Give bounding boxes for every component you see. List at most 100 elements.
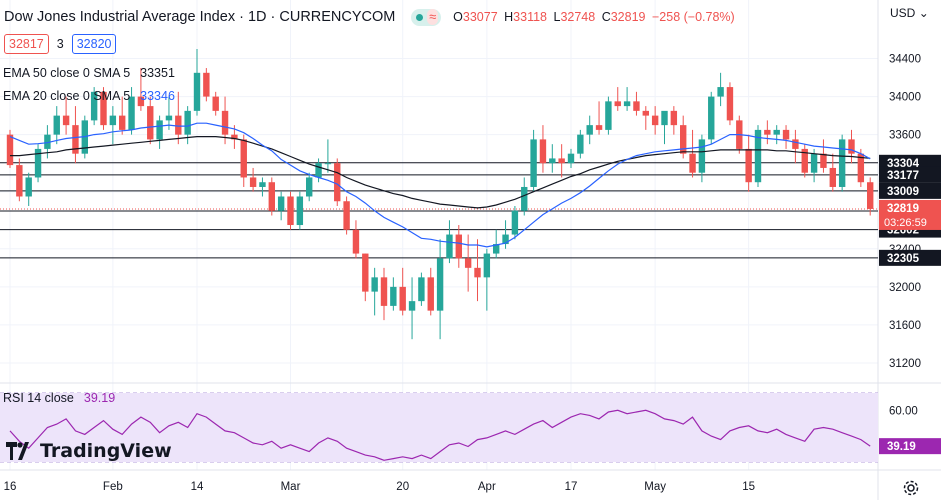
candle-body [820, 153, 827, 168]
candle-body [764, 129, 771, 135]
candle-body [455, 234, 462, 259]
candle-body [605, 101, 612, 130]
candle-body [567, 153, 575, 164]
candle-body [62, 115, 70, 126]
candle-body [343, 201, 350, 230]
time-axis[interactable]: 16 Feb 14 Mar 20 Apr 17 May 15 [4, 481, 755, 493]
time-tick-label: 15 [742, 481, 755, 493]
level-tag-label: 32305 [887, 253, 920, 265]
chevron-down-icon: ⌄ [918, 6, 929, 20]
level-tag-label: 33009 [887, 186, 919, 198]
candle-body [380, 277, 388, 306]
time-tick-label: 16 [4, 481, 17, 493]
candle-body [119, 115, 126, 130]
sell-button[interactable]: 32817 [4, 34, 49, 54]
gear-icon[interactable] [902, 479, 920, 497]
currency-label: USD [890, 6, 916, 20]
candle-body [595, 125, 603, 130]
ohlc-high-value: 33118 [513, 10, 548, 24]
chart-header: Dow Jones Industrial Average Index · 1D … [4, 8, 738, 26]
candle-body [324, 163, 332, 165]
countdown-label: 03:26:59 [884, 217, 927, 229]
candle-body [212, 96, 219, 111]
candle-body [680, 125, 687, 154]
candle-body [549, 158, 556, 164]
market-open-icon [416, 13, 424, 21]
candle-body [857, 153, 865, 183]
ohlc-high-key: H [504, 10, 514, 24]
tradingview-logo[interactable]: TradingView [6, 440, 172, 462]
candle-body [483, 253, 491, 278]
rsi-line [9, 409, 871, 461]
rsi-legend[interactable]: RSI 14 close 39.19 [3, 391, 115, 405]
level-tag [879, 154, 941, 171]
currency-selector[interactable]: USD ⌄ [890, 6, 929, 20]
candle-body [259, 182, 266, 187]
ema20-label: EMA 20 close 0 SMA 5 [3, 89, 131, 103]
buy-button[interactable]: 32820 [71, 34, 117, 54]
candle-body [782, 129, 790, 140]
time-tick-label: Feb [103, 481, 123, 493]
market-status-pill[interactable]: ≈ [411, 8, 442, 26]
candle-body [53, 115, 60, 135]
candle-body [614, 101, 621, 107]
candle-body [193, 72, 201, 111]
candle-body [231, 134, 238, 140]
candle-body [651, 115, 659, 126]
candle-body [156, 120, 163, 140]
ema50-label: EMA 50 close 0 SMA 5 [3, 66, 131, 80]
candle-body [792, 139, 799, 149]
price-tick-label: 34000 [889, 92, 921, 104]
ema20-legend[interactable]: EMA 20 close 0 SMA 5 33346 [3, 89, 175, 103]
ohlc-close-value: 32819 [610, 10, 646, 24]
time-tick-label: Apr [478, 481, 496, 493]
candle-body [137, 96, 145, 107]
candle-body [867, 182, 874, 209]
candle-body [464, 258, 472, 268]
ohlc-readout: O33077 H33118 L32748 C32819 −258 (−0.78%… [453, 10, 738, 24]
rsi-tag [879, 438, 941, 455]
candle-body [371, 277, 378, 292]
candle-body [240, 139, 247, 178]
candle-body [586, 125, 593, 135]
price-tick-label: 34400 [889, 54, 921, 66]
level-tag [879, 249, 941, 266]
candle-body [530, 139, 537, 187]
ohlc-low-key: L [553, 10, 561, 24]
ema50-legend[interactable]: EMA 50 close 0 SMA 5 33351 [3, 66, 175, 80]
candle-body [642, 110, 649, 116]
candle-body [623, 101, 631, 107]
change-value: −258 (−0.78%) [651, 10, 735, 24]
candle-body [277, 196, 285, 211]
candle-body [184, 110, 191, 135]
candle-body [810, 153, 818, 173]
price-tick-label: 32000 [889, 282, 921, 294]
candle-body [670, 110, 678, 126]
candle-body [801, 148, 808, 173]
price-tags: 3330433177330093279832602323053281903:26… [879, 154, 941, 455]
spread-value: 3 [56, 37, 64, 51]
candle-body [16, 165, 23, 197]
tradingview-logo-icon [6, 442, 29, 460]
candle-body [418, 277, 425, 302]
candle-body [539, 139, 547, 164]
ohlc-low-value: 32748 [560, 10, 596, 24]
symbol-title[interactable]: Dow Jones Industrial Average Index · 1D … [4, 9, 396, 25]
candle-body [296, 196, 304, 226]
candle-body [408, 301, 416, 311]
time-tick-label: 17 [565, 481, 578, 493]
candle-body [708, 96, 715, 140]
rsi-band-background [0, 393, 878, 462]
candle-body [268, 182, 275, 211]
candle-body [100, 91, 107, 126]
price-tick-label: 31200 [889, 358, 921, 370]
ema50-line [10, 136, 871, 209]
rsi-label: RSI 14 close [3, 391, 74, 405]
level-tag-label: 33304 [887, 158, 920, 170]
candle-body [436, 258, 444, 311]
candle-body [689, 153, 696, 173]
ohlc-open-key: O [453, 10, 463, 24]
candle-body [147, 106, 154, 140]
candle-body [558, 158, 565, 164]
candle-body [221, 110, 229, 135]
